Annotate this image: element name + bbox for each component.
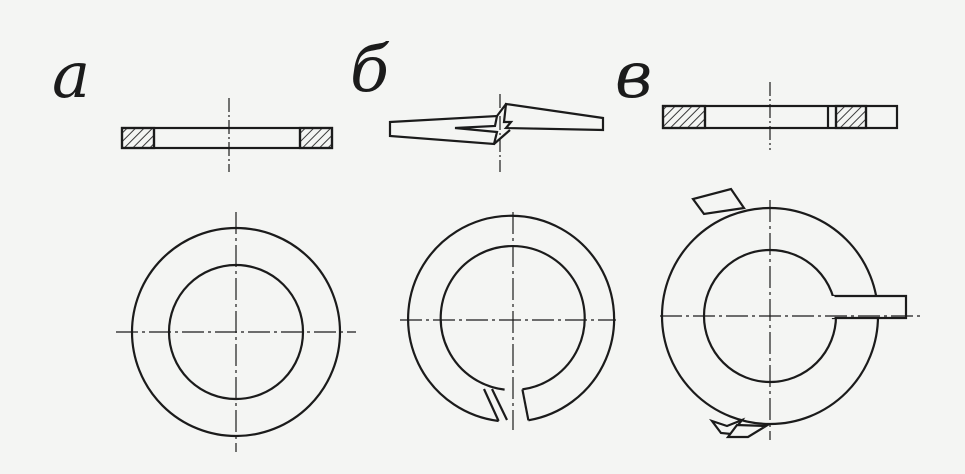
section-hatch-right bbox=[298, 126, 334, 150]
label-a: а bbox=[52, 39, 91, 113]
spring-washer-section bbox=[388, 94, 605, 172]
outer-tab-bottom bbox=[725, 423, 770, 439]
tab-washer-section bbox=[661, 82, 899, 150]
section-hatch-mid bbox=[834, 104, 868, 130]
flat-washer-plan bbox=[116, 212, 356, 452]
outer-tab-bottom-left bbox=[709, 417, 746, 436]
outer-tab-top bbox=[691, 187, 746, 216]
section-hatch-left bbox=[120, 126, 156, 150]
label-b: б bbox=[350, 33, 390, 107]
tab-washer-plan bbox=[660, 187, 920, 440]
spring-washer-plan bbox=[400, 212, 616, 430]
label-c: в bbox=[615, 39, 653, 113]
inner-tab bbox=[831, 294, 908, 320]
flat-washer-section bbox=[120, 98, 334, 172]
section-hatch-left bbox=[661, 104, 707, 130]
